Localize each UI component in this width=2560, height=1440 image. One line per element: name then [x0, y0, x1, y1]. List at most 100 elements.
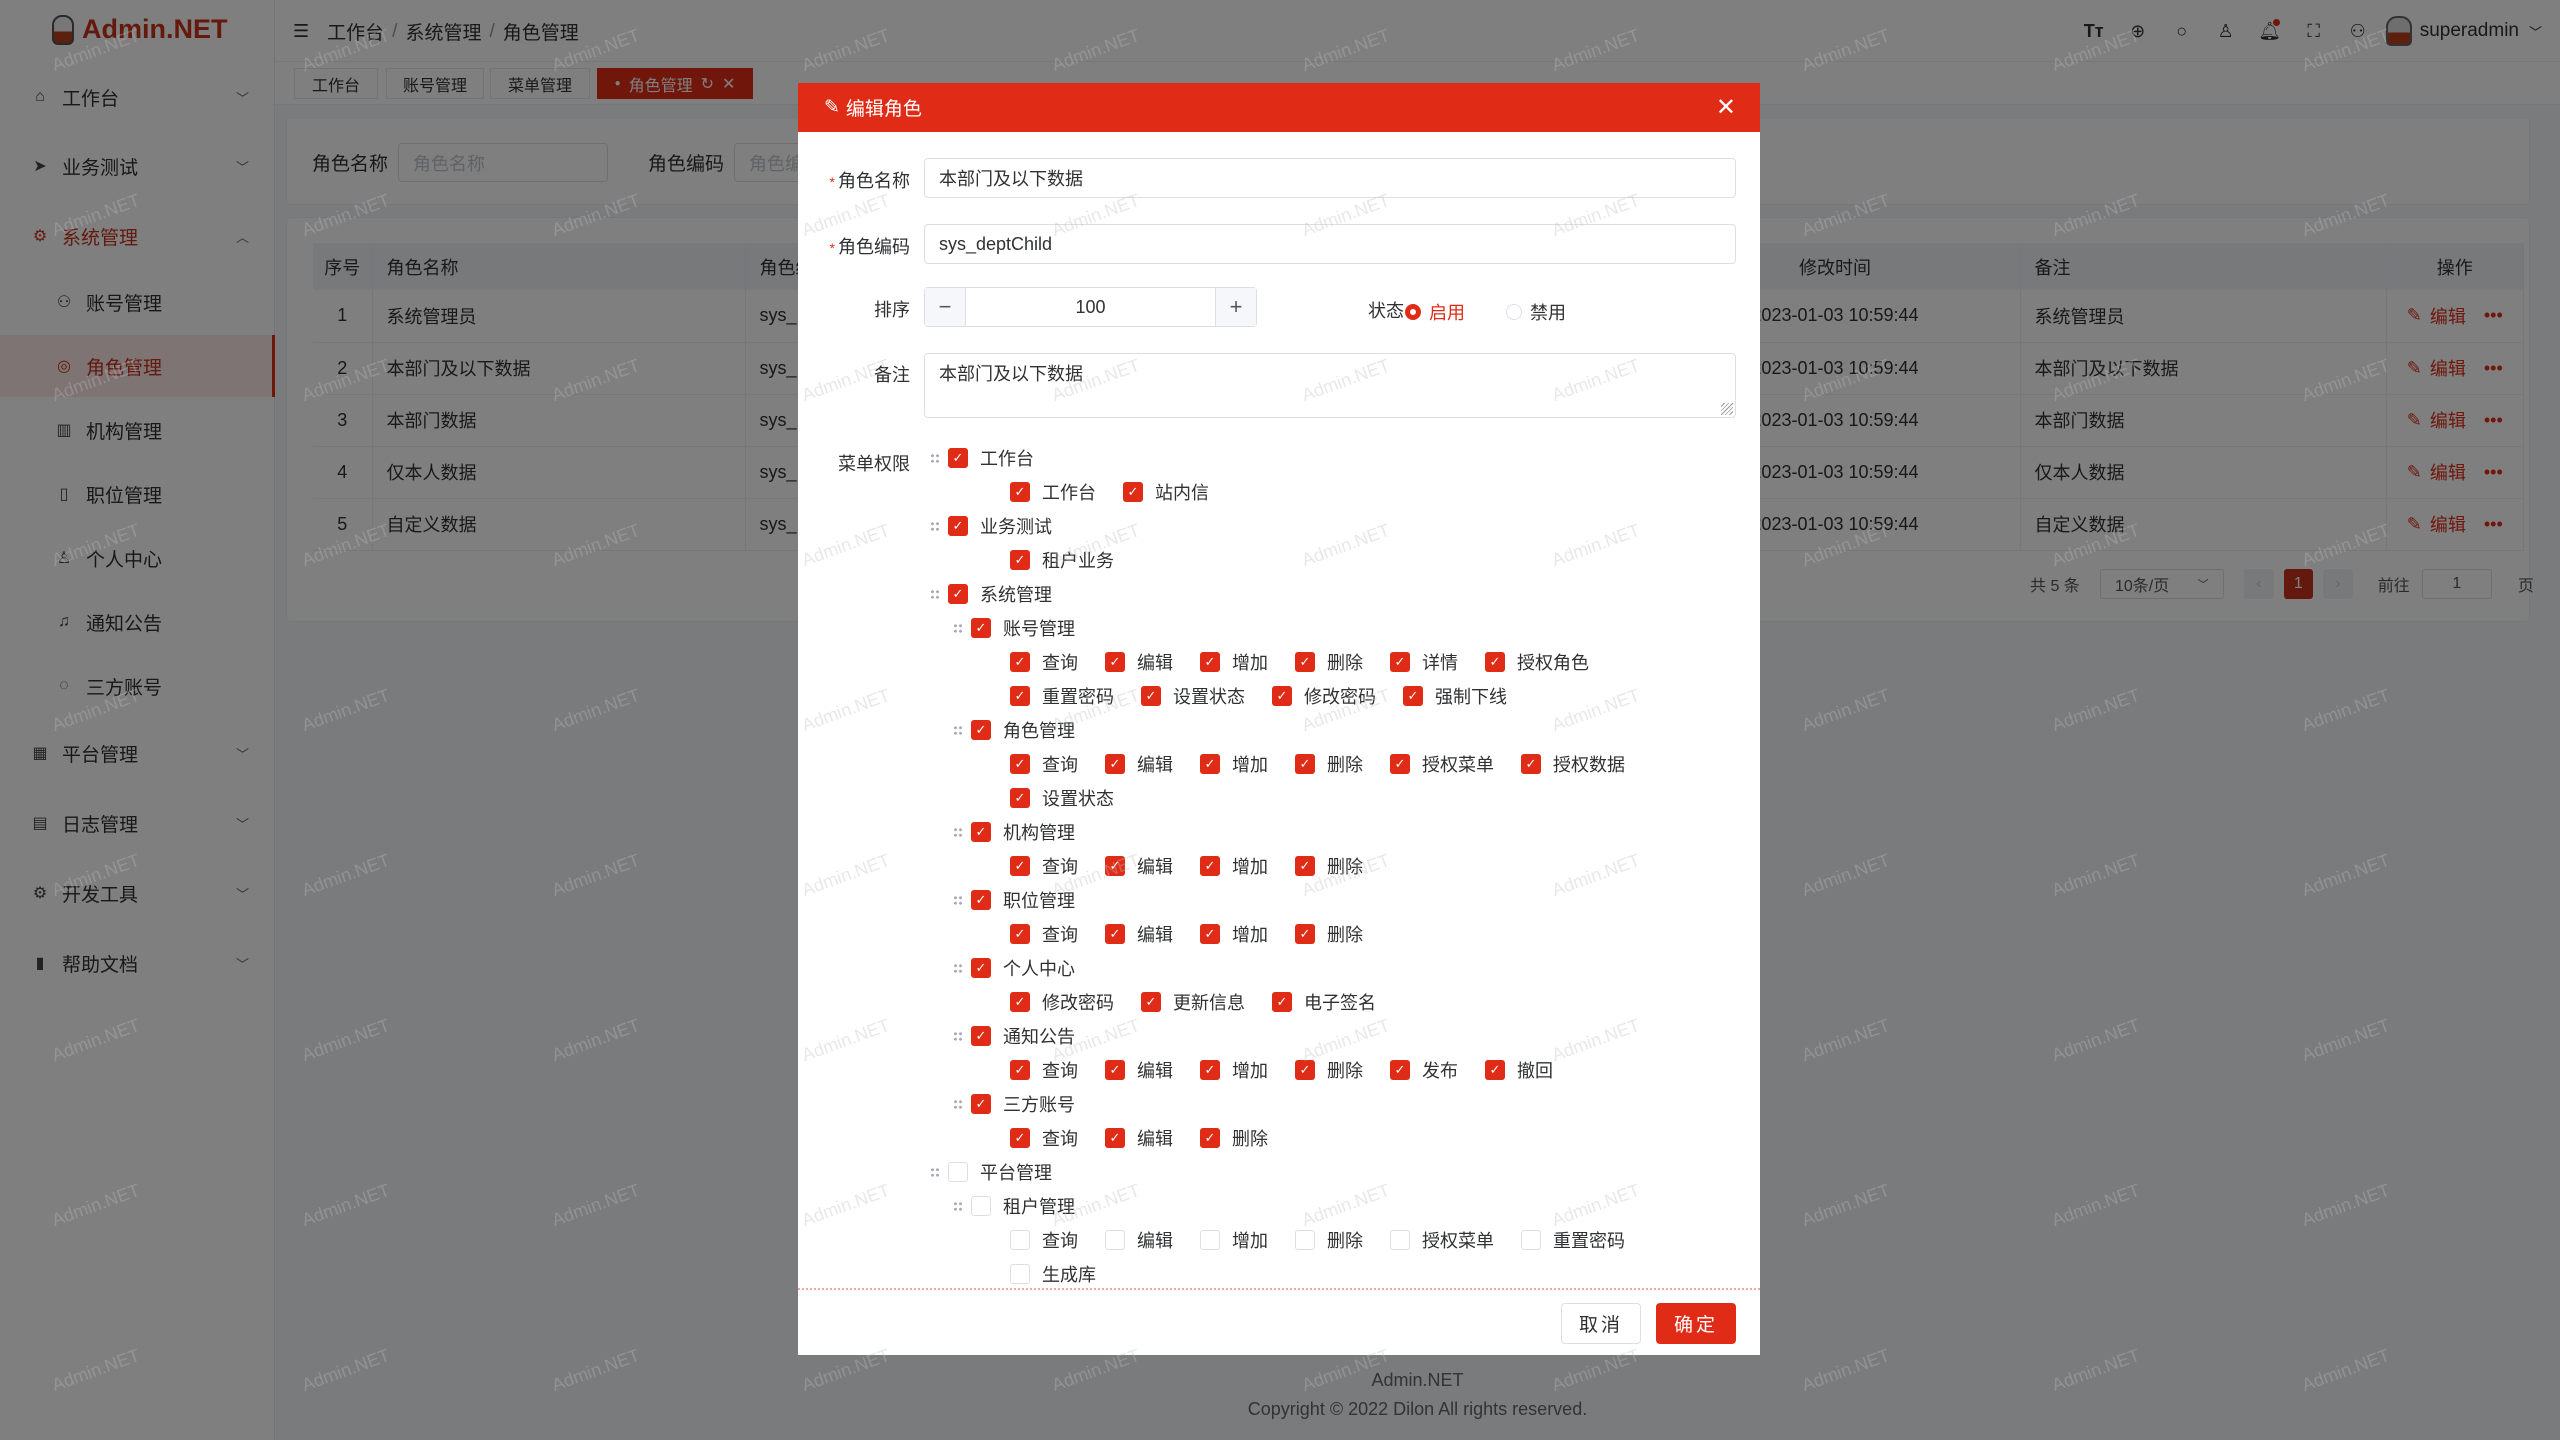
checkbox-checked[interactable]: ✓ — [1200, 652, 1220, 672]
checkbox-checked[interactable]: ✓ — [1010, 1060, 1030, 1080]
tree-node[interactable]: ✓ 系统管理 — [930, 577, 1740, 611]
remark-textarea[interactable]: 本部门及以下数据 — [924, 353, 1736, 418]
tree-leaf[interactable]: ✓ 查询 — [1010, 1053, 1078, 1087]
tree-leaf[interactable]: ✓ 查询 — [1010, 917, 1078, 951]
checkbox-checked[interactable]: ✓ — [1141, 686, 1161, 706]
checkbox-checked[interactable]: ✓ — [1010, 788, 1030, 808]
tree-leaf[interactable]: ✓ 强制下线 — [1403, 679, 1507, 713]
drag-handle-icon[interactable] — [953, 894, 963, 906]
checkbox-checked[interactable]: ✓ — [1105, 856, 1125, 876]
status-radio-enabled[interactable]: 启用 — [1405, 299, 1465, 325]
checkbox-checked[interactable]: ✓ — [1295, 924, 1315, 944]
checkbox-checked[interactable]: ✓ — [1200, 754, 1220, 774]
checkbox-checked[interactable]: ✓ — [1105, 652, 1125, 672]
tree-leaf[interactable]: 重置密码 — [1521, 1223, 1625, 1257]
tree-leaf[interactable]: ✓ 删除 — [1295, 849, 1363, 883]
checkbox-unchecked[interactable] — [1105, 1230, 1125, 1250]
tree-leaf[interactable]: ✓ 查询 — [1010, 747, 1078, 781]
resize-handle-icon[interactable] — [1721, 403, 1733, 415]
checkbox-checked[interactable]: ✓ — [1485, 1060, 1505, 1080]
increment-button[interactable]: + — [1216, 288, 1256, 326]
tree-leaf[interactable]: ✓ 编辑 — [1105, 747, 1173, 781]
tree-leaf[interactable]: ✓ 设置状态 — [1010, 781, 1114, 815]
checkbox-checked[interactable]: ✓ — [1390, 754, 1410, 774]
checkbox-checked[interactable]: ✓ — [1010, 686, 1030, 706]
checkbox-checked[interactable]: ✓ — [971, 958, 991, 978]
checkbox-checked[interactable]: ✓ — [1010, 1128, 1030, 1148]
tree-leaf[interactable]: ✓ 增加 — [1200, 917, 1268, 951]
checkbox-checked[interactable]: ✓ — [1272, 992, 1292, 1012]
drag-handle-icon[interactable] — [953, 826, 963, 838]
tree-leaf[interactable]: ✓ 删除 — [1295, 747, 1363, 781]
tree-node[interactable]: ✓ 个人中心 — [930, 951, 1740, 985]
drag-handle-icon[interactable] — [930, 1166, 940, 1178]
checkbox-checked[interactable]: ✓ — [948, 448, 968, 468]
tree-leaf[interactable]: 删除 — [1295, 1223, 1363, 1257]
checkbox-checked[interactable]: ✓ — [1295, 652, 1315, 672]
checkbox-checked[interactable]: ✓ — [1105, 1128, 1125, 1148]
tree-node[interactable]: ✓ 机构管理 — [930, 815, 1740, 849]
checkbox-checked[interactable]: ✓ — [1010, 550, 1030, 570]
checkbox-checked[interactable]: ✓ — [1521, 754, 1541, 774]
drag-handle-icon[interactable] — [930, 588, 940, 600]
tree-node[interactable]: 租户管理 — [930, 1189, 1740, 1223]
tree-leaf[interactable]: ✓ 撤回 — [1485, 1053, 1553, 1087]
checkbox-checked[interactable]: ✓ — [948, 584, 968, 604]
checkbox-checked[interactable]: ✓ — [1390, 652, 1410, 672]
checkbox-checked[interactable]: ✓ — [1105, 754, 1125, 774]
checkbox-checked[interactable]: ✓ — [971, 1026, 991, 1046]
checkbox-checked[interactable]: ✓ — [1485, 652, 1505, 672]
tree-leaf[interactable]: 增加 — [1200, 1223, 1268, 1257]
tree-leaf[interactable]: ✓ 编辑 — [1105, 645, 1173, 679]
drag-handle-icon[interactable] — [953, 622, 963, 634]
checkbox-checked[interactable]: ✓ — [971, 618, 991, 638]
checkbox-checked[interactable]: ✓ — [1295, 754, 1315, 774]
checkbox-unchecked[interactable] — [971, 1196, 991, 1216]
tree-leaf[interactable]: ✓ 授权数据 — [1521, 747, 1625, 781]
checkbox-unchecked[interactable] — [1295, 1230, 1315, 1250]
drag-handle-icon[interactable] — [953, 962, 963, 974]
drag-handle-icon[interactable] — [953, 1030, 963, 1042]
drag-handle-icon[interactable] — [953, 724, 963, 736]
tree-leaf[interactable]: ✓ 详情 — [1390, 645, 1458, 679]
checkbox-unchecked[interactable] — [1521, 1230, 1541, 1250]
checkbox-checked[interactable]: ✓ — [1123, 482, 1143, 502]
tree-leaf[interactable]: ✓ 编辑 — [1105, 1053, 1173, 1087]
tree-leaf[interactable]: ✓ 删除 — [1200, 1121, 1268, 1155]
tree-leaf[interactable]: 查询 — [1010, 1223, 1078, 1257]
checkbox-checked[interactable]: ✓ — [1010, 992, 1030, 1012]
tree-leaf[interactable]: ✓ 电子签名 — [1272, 985, 1376, 1019]
tree-node[interactable]: ✓ 工作台 — [930, 441, 1740, 475]
tree-leaf[interactable]: ✓ 删除 — [1295, 645, 1363, 679]
tree-leaf[interactable]: 编辑 — [1105, 1223, 1173, 1257]
tree-leaf[interactable]: ✓ 查询 — [1010, 645, 1078, 679]
tree-leaf[interactable]: ✓ 编辑 — [1105, 849, 1173, 883]
checkbox-unchecked[interactable] — [1010, 1230, 1030, 1250]
tree-leaf[interactable]: ✓ 设置状态 — [1141, 679, 1245, 713]
role-name-field[interactable]: 本部门及以下数据 — [924, 158, 1736, 198]
checkbox-checked[interactable]: ✓ — [1200, 924, 1220, 944]
drag-handle-icon[interactable] — [953, 1098, 963, 1110]
checkbox-checked[interactable]: ✓ — [971, 822, 991, 842]
checkbox-checked[interactable]: ✓ — [1403, 686, 1423, 706]
tree-leaf[interactable]: ✓ 授权角色 — [1485, 645, 1589, 679]
checkbox-checked[interactable]: ✓ — [1105, 924, 1125, 944]
tree-node[interactable]: ✓ 账号管理 — [930, 611, 1740, 645]
checkbox-unchecked[interactable] — [1390, 1230, 1410, 1250]
checkbox-checked[interactable]: ✓ — [1105, 1060, 1125, 1080]
tree-node[interactable]: ✓ 业务测试 — [930, 509, 1740, 543]
confirm-button[interactable]: 确定 — [1656, 1303, 1736, 1344]
tree-leaf[interactable]: ✓ 删除 — [1295, 1053, 1363, 1087]
checkbox-checked[interactable]: ✓ — [1010, 482, 1030, 502]
tree-leaf[interactable]: ✓ 修改密码 — [1272, 679, 1376, 713]
checkbox-checked[interactable]: ✓ — [1200, 1128, 1220, 1148]
tree-leaf[interactable]: 授权菜单 — [1390, 1223, 1494, 1257]
tree-leaf[interactable]: ✓ 站内信 — [1123, 475, 1209, 509]
tree-leaf[interactable]: ✓ 增加 — [1200, 849, 1268, 883]
tree-leaf[interactable]: ✓ 增加 — [1200, 645, 1268, 679]
checkbox-checked[interactable]: ✓ — [971, 720, 991, 740]
checkbox-checked[interactable]: ✓ — [1010, 856, 1030, 876]
checkbox-checked[interactable]: ✓ — [1141, 992, 1161, 1012]
checkbox-unchecked[interactable] — [948, 1162, 968, 1182]
tree-leaf[interactable]: ✓ 重置密码 — [1010, 679, 1114, 713]
